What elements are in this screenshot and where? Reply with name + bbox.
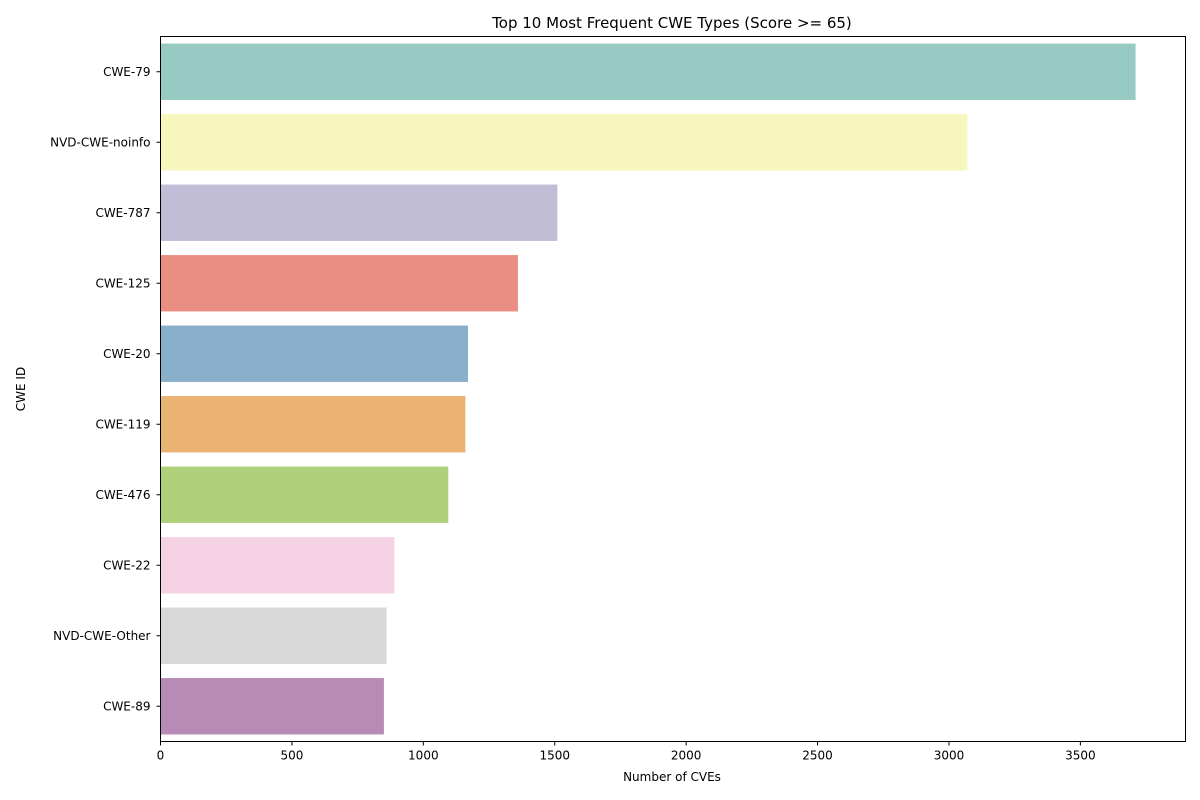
x-tick-label: 3500	[1065, 749, 1096, 763]
x-tick-label: 2500	[802, 749, 833, 763]
y-tick-label: CWE-22	[103, 558, 150, 572]
y-tick-label: CWE-79	[103, 65, 150, 79]
bar-cwe-79	[160, 43, 1136, 100]
bar-nvd-cwe-noinfo	[160, 114, 968, 171]
x-axis-ticks: 0 500 1000 1500 2000 2500 3000 3500	[157, 741, 1096, 763]
x-axis-label: Number of CVEs	[623, 770, 721, 784]
y-axis-ticks: CWE-79 NVD-CWE-noinfo CWE-787 CWE-125 CWE-20…	[50, 65, 161, 713]
y-tick-label: CWE-125	[95, 276, 150, 290]
y-tick-label: CWE-89	[103, 699, 150, 713]
y-tick-label: NVD-CWE-noinfo	[50, 135, 150, 149]
bar-cwe-89	[160, 678, 384, 735]
x-tick-label: 2000	[671, 749, 702, 763]
bars-group	[160, 43, 1136, 735]
bar-nvd-cwe-other	[160, 607, 387, 664]
y-axis-label: CWE ID	[14, 367, 28, 411]
bar-cwe-20	[160, 325, 468, 382]
y-tick-label: CWE-119	[95, 417, 150, 431]
y-tick-label: CWE-20	[103, 347, 150, 361]
y-tick-label: NVD-CWE-Other	[53, 629, 150, 643]
x-tick-label: 1000	[408, 749, 439, 763]
x-tick-label: 0	[157, 749, 165, 763]
chart-title: Top 10 Most Frequent CWE Types (Score >=…	[491, 14, 852, 32]
x-tick-label: 3000	[934, 749, 965, 763]
bar-cwe-119	[160, 396, 466, 453]
x-tick-label: 1500	[539, 749, 570, 763]
plot-frame	[160, 36, 1186, 742]
bar-cwe-787	[160, 184, 558, 241]
bar-cwe-22	[160, 537, 395, 594]
x-tick-label: 500	[280, 749, 303, 763]
y-tick-label: CWE-787	[95, 206, 150, 220]
bar-cwe-476	[160, 466, 449, 523]
y-tick-label: CWE-476	[95, 488, 150, 502]
bar-cwe-125	[160, 255, 518, 312]
